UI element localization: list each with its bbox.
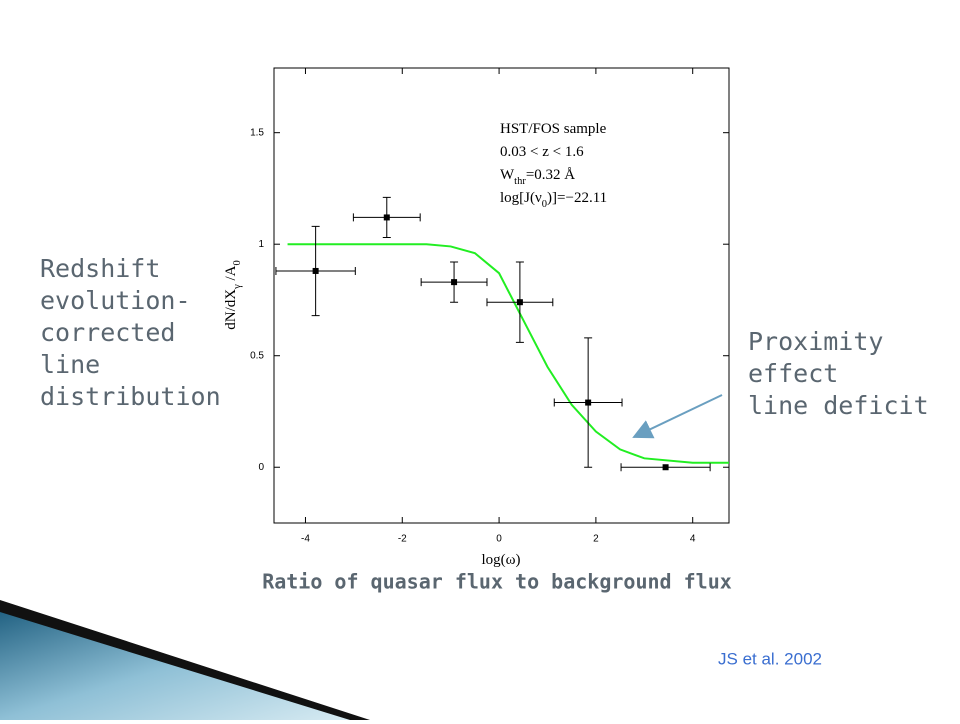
point: [383, 214, 390, 221]
decor-stripe: [0, 600, 370, 720]
subscript: thr: [514, 176, 526, 187]
x-tick-label: 4: [690, 534, 696, 545]
text-part: log(ω): [481, 552, 520, 568]
left-label-line: evolution-: [40, 286, 191, 315]
point: [585, 399, 592, 406]
subscript: 0: [232, 260, 243, 265]
left-label-line: corrected: [40, 318, 175, 347]
left-label: Redshift evolution-corrected line distribut…: [40, 254, 221, 411]
right-label-line: Proximity: [748, 327, 883, 356]
right-label-line: line deficit: [748, 391, 929, 420]
annotation-line: 0.03 < z < 1.6: [500, 144, 584, 160]
y-tick-label: 0: [258, 462, 264, 473]
text-part: =0.32 Å: [526, 167, 575, 183]
annotation-line: Wthr=0.32 Å: [500, 167, 575, 186]
right-label: Proximity effect line deficit: [748, 327, 929, 420]
y-tick-label: 1: [258, 239, 264, 250]
text-part: /A: [223, 265, 239, 284]
text-part: dN/dX: [223, 289, 239, 330]
credit: JS et al. 2002: [718, 649, 822, 668]
y-tick-label: 0.5: [250, 350, 264, 361]
plot-frame: [273, 67, 730, 524]
text-part: W: [500, 167, 515, 183]
caption: Ratio of quasar flux to background flux: [262, 570, 732, 594]
left-label-line: Redshift: [40, 254, 160, 283]
x-tick-label: 0: [496, 534, 502, 545]
fit-curve: [287, 243, 729, 464]
x-axis-label: log(ω): [481, 552, 520, 568]
point: [451, 279, 458, 286]
text-part: )]=−22.11: [547, 190, 607, 206]
text-part: log[J(ν: [500, 190, 542, 206]
subscript: γ: [232, 284, 243, 290]
point: [516, 299, 523, 306]
y-axis-label: dN/dXγ /A0: [223, 260, 242, 329]
right-label-line: effect: [748, 359, 838, 388]
y-tick-label: 1.5: [250, 127, 264, 138]
left-label-line: distribution: [40, 382, 221, 411]
subscript: 0: [542, 199, 547, 210]
point: [662, 464, 669, 471]
annotation-line: log[J(ν0)]=−22.11: [500, 190, 607, 209]
text-part: 0.03 < z < 1.6: [500, 144, 584, 160]
point: [312, 267, 319, 274]
x-tick-label: -4: [301, 534, 310, 545]
x-tick-label: 2: [593, 534, 599, 545]
annotation-line: HST/FOS sample: [500, 121, 607, 137]
left-label-line: line: [40, 350, 100, 379]
arrow: [632, 394, 723, 439]
text-part: HST/FOS sample: [500, 121, 607, 137]
x-tick-label: -2: [398, 534, 407, 545]
